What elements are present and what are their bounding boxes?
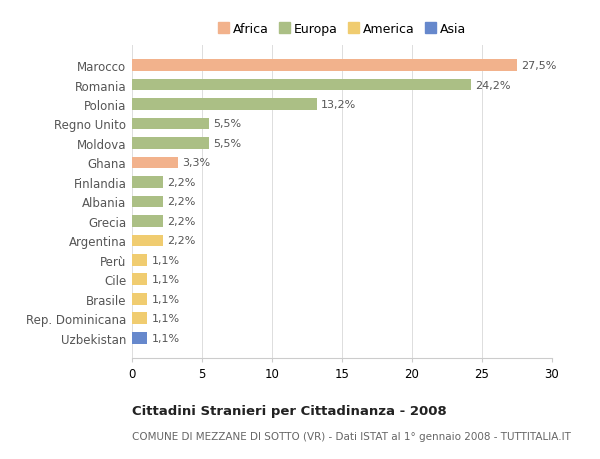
Bar <box>132 79 471 91</box>
Text: 1,1%: 1,1% <box>152 255 180 265</box>
Text: 5,5%: 5,5% <box>213 119 241 129</box>
Bar <box>132 274 148 285</box>
Text: 2,2%: 2,2% <box>167 236 196 246</box>
Bar <box>132 196 163 208</box>
Bar <box>132 118 209 130</box>
Bar <box>132 177 163 188</box>
Text: 24,2%: 24,2% <box>475 80 511 90</box>
Bar <box>132 235 163 246</box>
Text: 1,1%: 1,1% <box>152 313 180 324</box>
Bar <box>132 254 148 266</box>
Bar <box>132 216 163 227</box>
Text: 2,2%: 2,2% <box>167 216 196 226</box>
Bar <box>132 332 148 344</box>
Bar <box>132 157 178 169</box>
Text: 13,2%: 13,2% <box>321 100 356 110</box>
Text: 5,5%: 5,5% <box>213 139 241 149</box>
Text: 27,5%: 27,5% <box>521 61 557 71</box>
Bar <box>132 60 517 72</box>
Text: Cittadini Stranieri per Cittadinanza - 2008: Cittadini Stranieri per Cittadinanza - 2… <box>132 404 447 417</box>
Text: 2,2%: 2,2% <box>167 178 196 188</box>
Legend: Africa, Europa, America, Asia: Africa, Europa, America, Asia <box>215 21 469 39</box>
Text: 2,2%: 2,2% <box>167 197 196 207</box>
Bar <box>132 293 148 305</box>
Text: 1,1%: 1,1% <box>152 333 180 343</box>
Bar <box>132 313 148 325</box>
Bar <box>132 99 317 111</box>
Text: 1,1%: 1,1% <box>152 274 180 285</box>
Text: 3,3%: 3,3% <box>182 158 211 168</box>
Text: COMUNE DI MEZZANE DI SOTTO (VR) - Dati ISTAT al 1° gennaio 2008 - TUTTITALIA.IT: COMUNE DI MEZZANE DI SOTTO (VR) - Dati I… <box>132 431 571 442</box>
Text: 1,1%: 1,1% <box>152 294 180 304</box>
Bar <box>132 138 209 150</box>
